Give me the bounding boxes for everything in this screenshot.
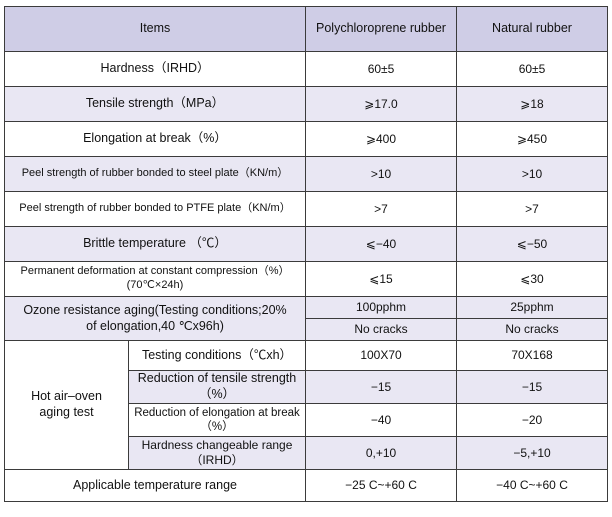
- rubber-properties-table: Items Polychloroprene rubber Natural rub…: [4, 6, 608, 502]
- ozone-result-natural: No cracks: [456, 318, 608, 341]
- table-row-elongation: Elongation at break（%） ⩾400 ⩾450: [4, 121, 608, 157]
- row-value-natural: ⩽30: [456, 261, 608, 297]
- ozone-value-polychloroprene: 100pphm: [305, 296, 457, 319]
- row-label: Hardness（IRHD）: [4, 51, 306, 87]
- hot-air-value-polychloroprene: −40: [305, 403, 457, 437]
- table-row-tensile: Tensile strength（MPa） ⩾17.0 ⩾18: [4, 86, 608, 122]
- row-value-polychloroprene: >10: [305, 156, 457, 192]
- row-value-natural: >10: [456, 156, 608, 192]
- hot-air-value-natural: −15: [456, 370, 608, 404]
- hot-air-sub-label: Testing conditions（℃xh）: [128, 340, 306, 371]
- table-row-temperature-range: Applicable temperature range −25 C~+60 C…: [4, 469, 608, 502]
- hot-air-value-polychloroprene: 0,+10: [305, 436, 457, 470]
- table-row-brittle: Brittle temperature （℃） ⩽−40 ⩽−50: [4, 226, 608, 262]
- hot-air-value-natural: −5,+10: [456, 436, 608, 470]
- ozone-result-polychloroprene: No cracks: [305, 318, 457, 341]
- row-value-polychloroprene: ⩾17.0: [305, 86, 457, 122]
- header-items: Items: [4, 6, 306, 52]
- row-value-polychloroprene: ⩽15: [305, 261, 457, 297]
- table-row-peel-steel: Peel strength of rubber bonded to steel …: [4, 156, 608, 192]
- ozone-value-natural: 25pphm: [456, 296, 608, 319]
- hot-air-value-natural: 70X168: [456, 340, 608, 371]
- header-natural-rubber: Natural rubber: [456, 6, 608, 52]
- row-label-line2: (70℃×24h): [126, 279, 184, 291]
- hot-air-label: Hot air–oven aging test: [4, 340, 129, 470]
- row-label: Peel strength of rubber bonded to steel …: [4, 156, 306, 192]
- row-value-polychloroprene: >7: [305, 191, 457, 227]
- row-label: Brittle temperature （℃）: [4, 226, 306, 262]
- row-value-polychloroprene: 60±5: [305, 51, 457, 87]
- footer-label: Applicable temperature range: [4, 469, 306, 502]
- table-row-peel-ptfe: Peel strength of rubber bonded to PTFE p…: [4, 191, 608, 227]
- table-header-row: Items Polychloroprene rubber Natural rub…: [4, 6, 608, 52]
- ozone-label: Ozone resistance aging(Testing condition…: [4, 296, 306, 341]
- hot-air-sub-label: Reduction of elongation at break（%）: [128, 403, 306, 437]
- row-label: Tensile strength（MPa）: [4, 86, 306, 122]
- row-value-polychloroprene: ⩾400: [305, 121, 457, 157]
- table-row-hardness: Hardness（IRHD） 60±5 60±5: [4, 51, 608, 87]
- row-label: Permanent deformation at constant compre…: [4, 261, 306, 297]
- row-value-natural: 60±5: [456, 51, 608, 87]
- hot-air-value-natural: −20: [456, 403, 608, 437]
- hot-air-value-polychloroprene: −15: [305, 370, 457, 404]
- table-row-ozone-concentration: Ozone resistance aging(Testing condition…: [4, 296, 608, 341]
- footer-value-polychloroprene: −25 C~+60 C: [305, 469, 457, 502]
- footer-value-natural: −40 C~+60 C: [456, 469, 608, 502]
- hot-air-value-polychloroprene: 100X70: [305, 340, 457, 371]
- table-row-permanent-deformation: Permanent deformation at constant compre…: [4, 261, 608, 297]
- row-label: Peel strength of rubber bonded to PTFE p…: [4, 191, 306, 227]
- row-value-natural: ⩾18: [456, 86, 608, 122]
- table-row-hot-air-conditions: Hot air–oven aging test Testing conditio…: [4, 340, 608, 470]
- row-label: Elongation at break（%）: [4, 121, 306, 157]
- row-value-natural: >7: [456, 191, 608, 227]
- row-label-line1: Permanent deformation at constant compre…: [20, 265, 290, 278]
- row-value-polychloroprene: ⩽−40: [305, 226, 457, 262]
- row-value-natural: ⩽−50: [456, 226, 608, 262]
- hot-air-sub-label: Reduction of tensile strength（%）: [128, 370, 306, 404]
- row-value-natural: ⩾450: [456, 121, 608, 157]
- hot-air-sub-label: Hardness changeable range（IRHD）: [128, 436, 306, 470]
- header-polychloroprene: Polychloroprene rubber: [305, 6, 457, 52]
